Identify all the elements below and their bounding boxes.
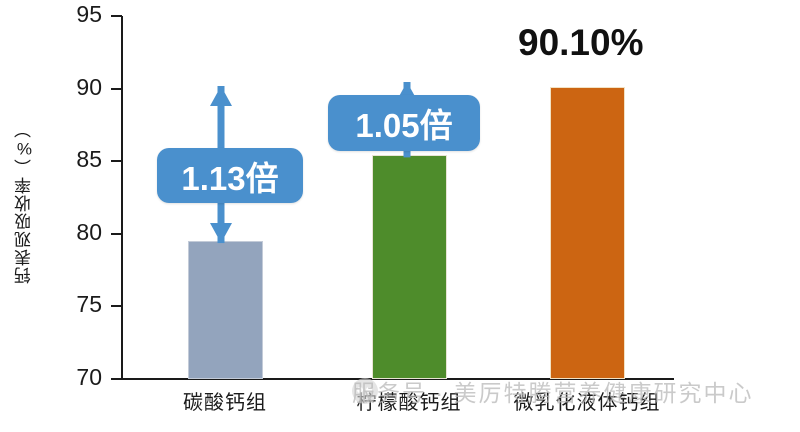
x-axis-label-2: 微乳化液体钙组	[513, 392, 661, 414]
ratio-badge-citrate: 1.05倍	[328, 95, 480, 151]
bar-1	[371, 155, 447, 379]
y-axis-tick-label: 85	[76, 146, 102, 173]
bar-value-label-emulsified: 90.10%	[518, 22, 644, 63]
bar-0	[187, 241, 263, 379]
y-axis-tick-label: 70	[76, 364, 102, 390]
ratio-badge-carbonate: 1.13倍	[157, 148, 303, 203]
y-axis-tick-mark	[111, 232, 122, 235]
bars-layer	[122, 16, 672, 379]
y-axis-tick-label: 90	[76, 73, 102, 100]
y-axis-tick-mark	[111, 378, 122, 380]
x-axis-line	[121, 378, 674, 380]
y-axis-tick-mark	[111, 160, 122, 163]
y-axis-tick-label: 80	[76, 218, 102, 245]
bar-2	[549, 87, 625, 379]
y-axis-tick-mark	[111, 15, 122, 17]
y-axis-tick-label: 75	[76, 291, 102, 318]
y-axis-tick-label: 95	[76, 1, 102, 27]
x-axis-label-1: 柠檬酸钙组	[356, 392, 462, 414]
x-axis-labels: 碳酸钙组 柠檬酸钙组 微乳化液体钙组	[122, 386, 672, 426]
y-axis-line	[121, 16, 123, 380]
y-axis-tick-mark	[111, 87, 122, 90]
y-axis-title: 钙表观吸收率（%）	[15, 120, 34, 284]
x-axis-label-0: 碳酸钙组	[183, 392, 267, 414]
y-axis-tick-mark	[111, 305, 122, 308]
